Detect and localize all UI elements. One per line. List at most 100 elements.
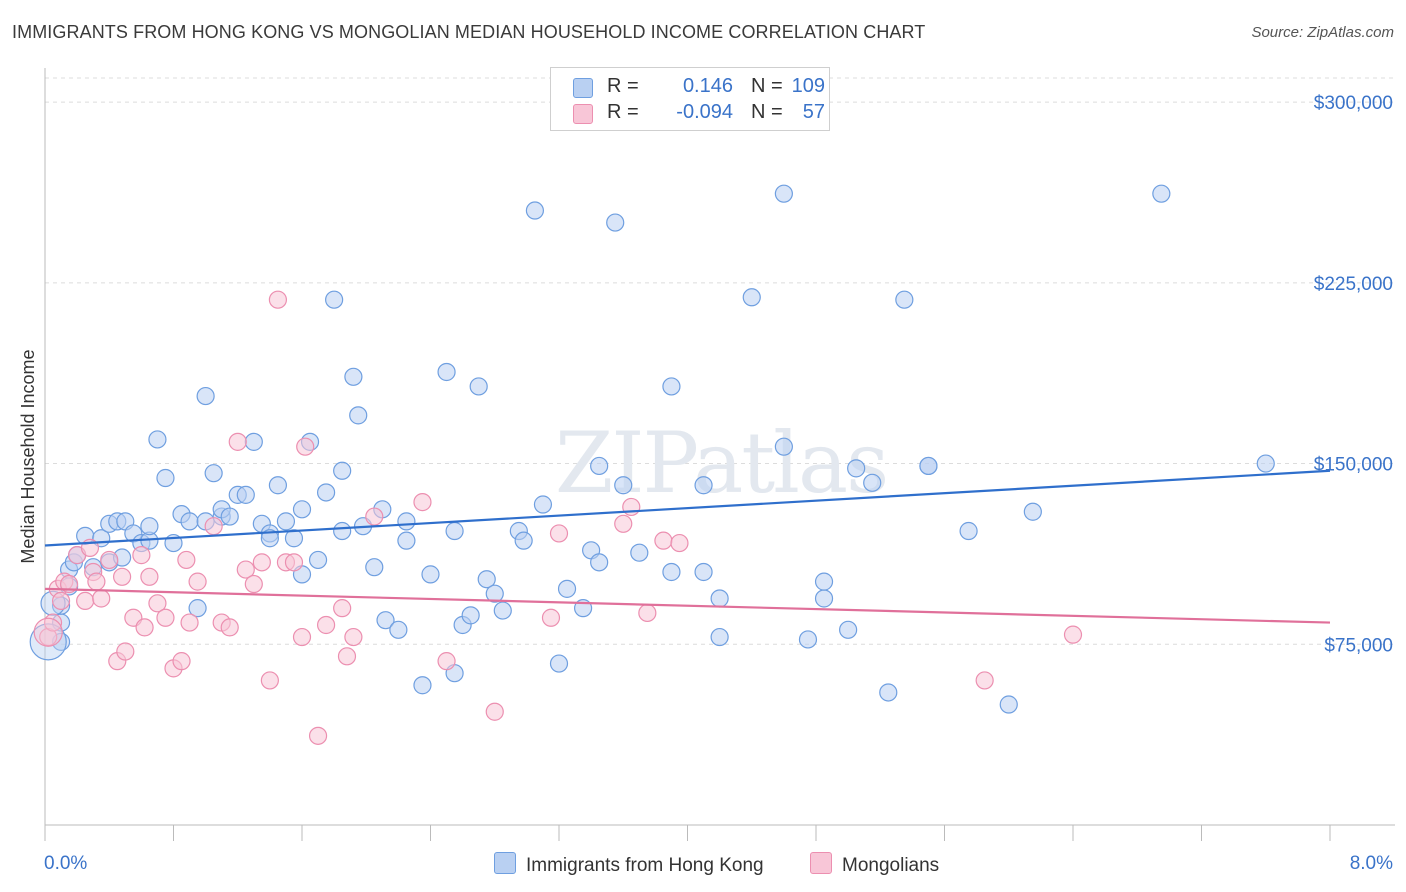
axes	[44, 68, 1395, 841]
point-hong-kong	[694, 562, 713, 582]
point-hong-kong	[140, 517, 159, 536]
point-hong-kong	[397, 531, 416, 550]
point-hong-kong	[590, 456, 609, 476]
point-mongolians	[220, 618, 239, 637]
legend-n-value: 57	[802, 101, 825, 123]
point-hong-kong	[437, 362, 456, 382]
point-mongolians	[252, 553, 271, 572]
point-hong-kong	[260, 529, 279, 548]
point-hong-kong	[590, 553, 609, 572]
point-hong-kong	[533, 495, 553, 514]
legend-n-label: N =	[751, 75, 783, 97]
point-mongolians	[116, 642, 135, 661]
series-mongolians	[33, 290, 1083, 745]
point-mongolians	[236, 560, 255, 579]
trend-lines	[44, 469, 1331, 624]
point-hong-kong	[814, 589, 834, 608]
point-hong-kong	[774, 437, 793, 456]
point-mongolians	[180, 613, 199, 632]
legend-r-label: R =	[607, 101, 639, 123]
y-tick-label: $75,000	[1324, 635, 1393, 656]
point-hong-kong	[445, 521, 464, 541]
y-tick-label: $150,000	[1314, 455, 1393, 476]
point-mongolians	[344, 627, 363, 647]
point-hong-kong	[959, 521, 978, 541]
point-hong-kong	[397, 512, 416, 531]
point-hong-kong	[376, 611, 395, 630]
point-hong-kong	[919, 456, 938, 476]
point-mongolians	[975, 671, 994, 690]
point-hong-kong	[344, 367, 363, 386]
point-mongolians	[1063, 625, 1083, 644]
point-hong-kong	[316, 483, 336, 502]
x-tick-label-max: 8.0%	[1350, 853, 1393, 874]
trend-line-mongolians	[44, 587, 1331, 624]
point-mongolians	[365, 507, 384, 526]
point-hong-kong	[630, 543, 649, 562]
source-label: Source: ZipAtlas.com	[1251, 24, 1394, 41]
point-mongolians	[413, 493, 432, 512]
legend-swatch-blue	[573, 78, 593, 98]
point-hong-kong	[879, 683, 898, 702]
watermark: ZIPatlas	[555, 414, 887, 512]
bottom-legend-label: Mongolians	[842, 855, 940, 876]
point-mongolians	[92, 589, 111, 608]
point-hong-kong	[1023, 502, 1042, 521]
gridlines	[45, 77, 1395, 645]
point-hong-kong	[188, 599, 207, 618]
bottom-legend-hong-kong: Immigrants from Hong Kong	[494, 852, 764, 877]
point-hong-kong	[485, 584, 504, 603]
point-mongolians	[437, 652, 456, 671]
point-hong-kong	[148, 430, 167, 449]
point-hong-kong	[895, 290, 914, 309]
point-hong-kong	[276, 512, 296, 531]
y-tick-labels: $75,000 $150,000 $225,000 $300,000	[1314, 93, 1393, 656]
point-mongolians	[260, 671, 279, 690]
legend-swatch-pink	[573, 104, 593, 124]
point-hong-kong	[333, 461, 352, 480]
point-hong-kong	[662, 377, 681, 396]
point-hong-kong	[493, 601, 512, 620]
point-mongolians	[244, 574, 263, 594]
point-mongolians	[228, 432, 247, 451]
legend-r-value: -0.094	[676, 101, 733, 123]
point-hong-kong	[662, 562, 681, 582]
point-mongolians	[654, 531, 673, 550]
point-hong-kong	[798, 630, 818, 649]
point-mongolians	[308, 726, 328, 745]
point-mongolians	[156, 608, 175, 627]
point-mongolians	[177, 550, 196, 570]
point-mongolians	[140, 567, 159, 586]
point-hong-kong	[1256, 454, 1275, 473]
point-hong-kong	[421, 565, 440, 584]
point-hong-kong	[774, 184, 793, 203]
point-mongolians	[188, 572, 207, 591]
point-mongolians	[316, 615, 336, 635]
point-hong-kong	[292, 500, 312, 519]
point-mongolians	[76, 591, 95, 611]
point-mongolians	[132, 546, 151, 565]
point-hong-kong	[847, 459, 866, 478]
point-mongolians	[549, 524, 569, 543]
point-hong-kong	[469, 377, 488, 396]
legend-n-value: 109	[791, 75, 825, 97]
trend-line-hong-kong	[44, 469, 1331, 547]
point-mongolians	[638, 603, 657, 623]
point-mongolians	[268, 290, 288, 309]
point-hong-kong	[333, 521, 352, 541]
point-hong-kong	[606, 213, 625, 232]
point-hong-kong	[325, 290, 344, 309]
point-hong-kong	[999, 695, 1018, 714]
point-mongolians	[485, 702, 504, 721]
point-hong-kong	[244, 432, 263, 451]
point-hong-kong	[614, 476, 633, 495]
chart-title: IMMIGRANTS FROM HONG KONG VS MONGOLIAN M…	[12, 22, 926, 42]
point-mongolians	[292, 627, 312, 647]
point-mongolians	[333, 599, 352, 618]
point-mongolians	[622, 497, 641, 517]
point-hong-kong	[710, 627, 729, 647]
point-hong-kong	[365, 558, 384, 577]
legend-r-value: 0.146	[682, 75, 733, 97]
point-hong-kong	[477, 570, 496, 589]
